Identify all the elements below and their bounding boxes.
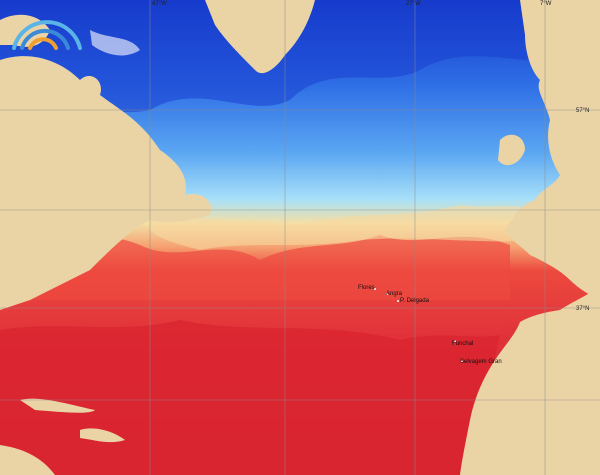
- place-label: P. Delgada: [400, 298, 430, 304]
- warm-front: [0, 235, 510, 300]
- places: [374, 288, 463, 362]
- place-label: Funchal: [452, 341, 473, 347]
- warm-water: [0, 320, 500, 475]
- latitude-label: 57°N: [576, 108, 589, 114]
- longitude-label: 7°W: [540, 1, 552, 7]
- latitude-label: 37°N: [576, 306, 589, 312]
- place-dot: [397, 300, 399, 302]
- sea-ice: [90, 30, 140, 56]
- longitude-label: 27°W: [406, 1, 421, 7]
- logo: [12, 20, 82, 50]
- place-label: Angra: [386, 291, 403, 297]
- place-dot: [454, 340, 456, 342]
- place-label: Flores: [358, 285, 375, 291]
- transition-zone: [150, 200, 540, 250]
- place-dot: [374, 288, 376, 290]
- longitude-label: 47°W: [152, 1, 167, 7]
- place-dot: [386, 293, 388, 295]
- place-dot: [461, 360, 463, 362]
- place-label: Selvagem Gran: [460, 359, 502, 365]
